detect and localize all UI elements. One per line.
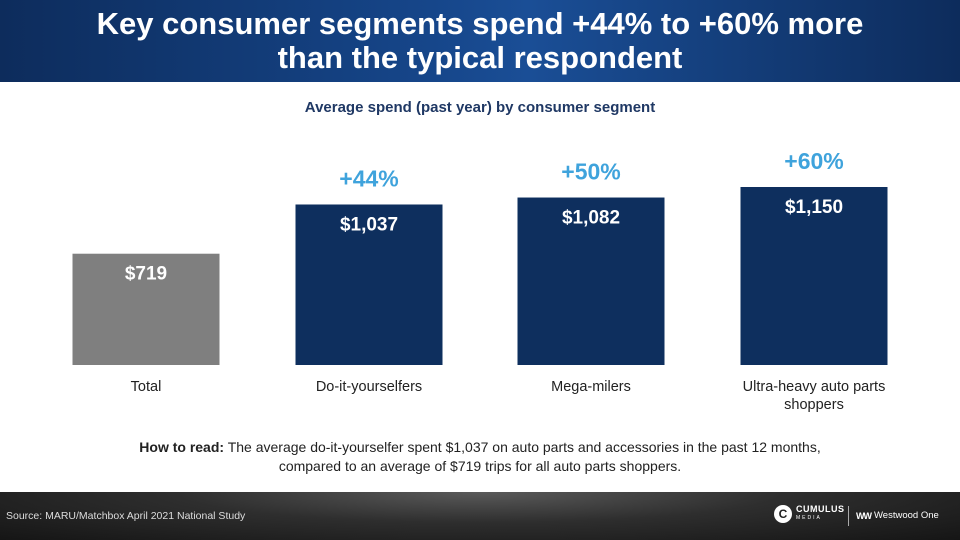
bar-0 <box>72 253 220 365</box>
source-note: Source: MARU/Matchbox April 2021 Nationa… <box>6 510 246 522</box>
how-to-read-label: How to read: <box>139 439 225 455</box>
cumulus-c-icon: C <box>774 505 792 523</box>
bar-value-label-1: $1,037 <box>340 214 398 235</box>
westwood-one-logo: WW Westwood One <box>856 510 939 521</box>
cumulus-logo-subtext: MEDIA <box>796 515 822 521</box>
bar-lift-label-1: +44% <box>339 165 398 191</box>
chart-title: Average spend (past year) by consumer se… <box>304 99 656 116</box>
bar-value-label-2: $1,082 <box>562 208 620 229</box>
page-title: Key consumer segments spend +44% to +60%… <box>96 6 864 75</box>
bar-2 <box>517 197 665 365</box>
footer-bar: Source: MARU/Matchbox April 2021 Nationa… <box>0 492 960 540</box>
cumulus-logo-text: CUMULUS <box>796 504 845 514</box>
cumulus-media-logo: C CUMULUS MEDIA <box>774 505 845 523</box>
bar-lift-label-3: +60% <box>784 148 843 174</box>
westwood-w-icon: WW <box>856 510 872 521</box>
westwood-logo-text: Westwood One <box>874 510 939 521</box>
bar-3 <box>740 187 888 365</box>
bar-1 <box>295 204 443 365</box>
bar-value-label-3: $1,150 <box>785 197 843 218</box>
category-label-0: Total <box>131 379 162 395</box>
category-label-1: Do-it-yourselfers <box>316 379 422 395</box>
category-label-2: Mega-milers <box>551 379 631 395</box>
bar-value-label-0: $719 <box>125 264 167 285</box>
bar-lift-label-2: +50% <box>561 159 620 185</box>
category-label-3: Ultra-heavy auto parts shoppers <box>743 379 886 413</box>
bar-chart: $719 Total $1,037 +44% Do-it-yourselfers $1,0… <box>72 148 888 413</box>
logo-divider <box>848 506 849 526</box>
how-to-read-text: The average do-it-yourselfer spent $1,03… <box>224 439 821 474</box>
how-to-read-note: How to read: The average do-it-yourselfe… <box>110 438 850 476</box>
header-banner: Key consumer segments spend +44% to +60%… <box>0 0 960 82</box>
